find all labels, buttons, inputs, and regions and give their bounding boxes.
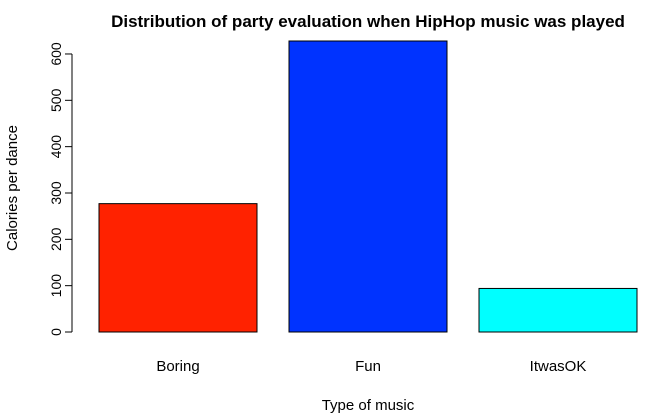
y-tick-label: 400 [48,135,64,159]
chart-title: Distribution of party evaluation when Hi… [111,12,625,31]
y-tick-label: 100 [48,274,64,298]
x-axis-title: Type of music [322,397,415,414]
x-category-label: Boring [156,358,199,375]
y-tick-label: 500 [48,88,64,112]
y-axis: 0 100 200 300 400 500 600 [48,42,73,336]
x-category-label: Fun [355,358,381,375]
bar-itwasok [478,287,638,333]
x-category-label: ItwasOK [530,358,587,375]
category-labels: Boring Fun ItwasOK [156,358,586,375]
bar-fun [288,40,448,333]
y-tick-label: 600 [48,42,64,66]
y-tick-label: 300 [48,181,64,205]
y-tick-label: 200 [48,227,64,251]
bar-boring [98,203,258,333]
y-tick-label: 0 [48,328,64,336]
bars [98,40,638,333]
y-axis-title: Calories per dance [4,125,21,251]
